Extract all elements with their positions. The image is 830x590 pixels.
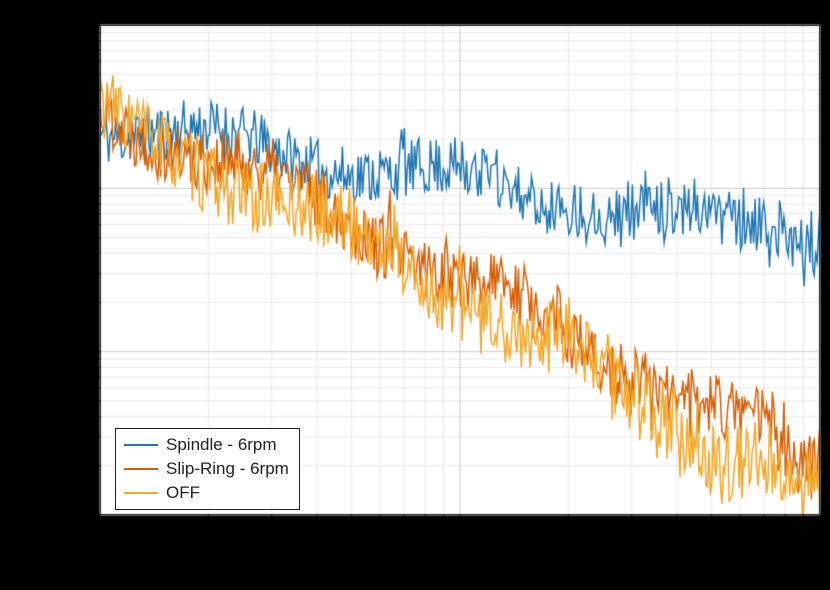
legend-swatch bbox=[124, 492, 158, 494]
legend-swatch bbox=[124, 468, 158, 470]
legend-label: OFF bbox=[166, 483, 200, 503]
legend: Spindle - 6rpm Slip-Ring - 6rpm OFF bbox=[115, 428, 300, 510]
chart-container: Spindle - 6rpm Slip-Ring - 6rpm OFF bbox=[0, 0, 830, 590]
legend-label: Spindle - 6rpm bbox=[166, 435, 277, 455]
legend-swatch bbox=[124, 444, 158, 446]
legend-item: Slip-Ring - 6rpm bbox=[124, 457, 289, 481]
legend-item: Spindle - 6rpm bbox=[124, 433, 289, 457]
legend-item: OFF bbox=[124, 481, 289, 505]
legend-label: Slip-Ring - 6rpm bbox=[166, 459, 289, 479]
